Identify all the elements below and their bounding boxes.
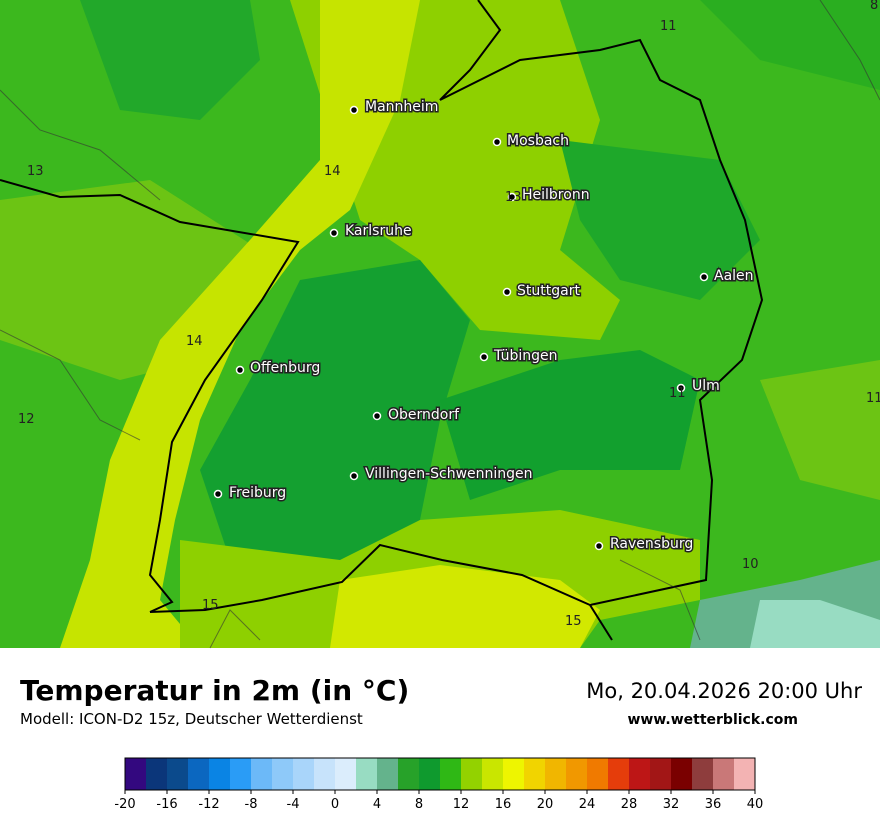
colorbar-segment bbox=[293, 758, 314, 790]
colorbar-tick-label: 28 bbox=[621, 797, 638, 812]
colorbar-segment bbox=[461, 758, 482, 790]
colorbar-segment bbox=[188, 758, 209, 790]
colorbar-segment bbox=[713, 758, 734, 790]
city-label: Ulm bbox=[692, 378, 720, 394]
colorbar-segment bbox=[377, 758, 398, 790]
colorbar-segment bbox=[440, 758, 461, 790]
colorbar-segment bbox=[251, 758, 272, 790]
colorbar-segment bbox=[608, 758, 629, 790]
map: 11 8 13 14 13 14 12 11 11 10 15 15 Mannh… bbox=[0, 0, 880, 649]
colorbar-segment bbox=[167, 758, 188, 790]
contour-label: 8 bbox=[870, 0, 878, 13]
colorbar-segment bbox=[398, 758, 419, 790]
colorbar-tick-label: -8 bbox=[245, 797, 258, 812]
colorbar-tick-label: 24 bbox=[579, 797, 596, 812]
contour-label: 12 bbox=[18, 412, 35, 427]
colorbar-segment bbox=[650, 758, 671, 790]
colorbar: -20 -16 -12 -8 -4 0 4 8 12 16 20 24 28 32 36 40 bbox=[114, 757, 764, 812]
colorbar-segment bbox=[734, 758, 755, 790]
city-label: Offenburg bbox=[250, 360, 320, 376]
colorbar-tick-label: -12 bbox=[198, 797, 219, 812]
colorbar-tick-label: -4 bbox=[287, 797, 300, 812]
colorbar-segment bbox=[335, 758, 356, 790]
contour-label: 13 bbox=[27, 164, 44, 179]
colorbar-segment bbox=[671, 758, 692, 790]
contour-label: 14 bbox=[324, 164, 341, 179]
contour-label: 11 bbox=[669, 386, 686, 401]
city-label: Heilbronn bbox=[522, 187, 590, 203]
colorbar-tick-label: -20 bbox=[114, 797, 135, 812]
subtitle: Modell: ICON-D2 15z, Deutscher Wetterdie… bbox=[20, 710, 363, 728]
city-label: Stuttgart bbox=[517, 283, 580, 299]
colorbar-tick-label: 16 bbox=[495, 797, 512, 812]
colorbar-segment bbox=[566, 758, 587, 790]
colorbar-tick-label: 40 bbox=[747, 797, 764, 812]
colorbar-tick-label: 12 bbox=[453, 797, 470, 812]
datetime: Mo, 20.04.2026 20:00 Uhr bbox=[586, 679, 862, 703]
colorbar-segment bbox=[524, 758, 545, 790]
colorbar-segment bbox=[419, 758, 440, 790]
contour-label: 15 bbox=[565, 614, 582, 629]
colorbar-tick-label: 4 bbox=[373, 797, 381, 812]
colorbar-segment bbox=[629, 758, 650, 790]
contour-label: 11 bbox=[660, 19, 677, 34]
colorbar-tick-label: 8 bbox=[415, 797, 423, 812]
colorbar-segment bbox=[503, 758, 524, 790]
colorbar-segment bbox=[545, 758, 566, 790]
city-label: Freiburg bbox=[229, 485, 286, 501]
colorbar-segment bbox=[587, 758, 608, 790]
contour-label: 15 bbox=[202, 598, 219, 613]
title: Temperatur in 2m (in °C) bbox=[20, 674, 409, 707]
colorbar-segment bbox=[230, 758, 251, 790]
colorbar-segment bbox=[146, 758, 167, 790]
colorbar-tick-label: 36 bbox=[705, 797, 722, 812]
colorbar-segment bbox=[125, 758, 146, 790]
colorbar-segment bbox=[209, 758, 230, 790]
city-labels: Mannheim Mosbach Heilbronn Karlsruhe Aal… bbox=[228, 98, 756, 554]
city-label: Tübingen bbox=[493, 348, 558, 364]
contour-label: 11 bbox=[866, 391, 880, 406]
colorbar-segment bbox=[482, 758, 503, 790]
city-label: Oberndorf bbox=[388, 407, 460, 423]
contour-labels: 11 8 13 14 13 14 12 11 11 10 15 15 bbox=[18, 0, 880, 629]
colorbar-segment bbox=[356, 758, 377, 790]
website: www.wetterblick.com bbox=[628, 712, 799, 728]
city-label: Karlsruhe bbox=[345, 223, 412, 239]
contour-label: 13 bbox=[505, 190, 522, 205]
borders bbox=[0, 0, 764, 641]
colorbar-segment bbox=[314, 758, 335, 790]
city-label: Villingen-Schwenningen bbox=[365, 466, 533, 482]
city-label: Mosbach bbox=[507, 133, 569, 149]
city-label: Mannheim bbox=[365, 99, 438, 115]
city-label: Ravensburg bbox=[610, 536, 693, 552]
contour-label: 14 bbox=[186, 334, 203, 349]
contour-label: 10 bbox=[742, 557, 759, 572]
city-dots bbox=[213, 105, 709, 551]
colorbar-frame bbox=[124, 757, 756, 791]
colorbar-segment bbox=[272, 758, 293, 790]
city-label: Aalen bbox=[714, 268, 754, 284]
colorbar-tick-label: 0 bbox=[331, 797, 339, 812]
colorbar-tick-label: -16 bbox=[156, 797, 177, 812]
colorbar-tick-label: 32 bbox=[663, 797, 680, 812]
colorbar-tick-label: 20 bbox=[537, 797, 554, 812]
colorbar-segment bbox=[692, 758, 713, 790]
